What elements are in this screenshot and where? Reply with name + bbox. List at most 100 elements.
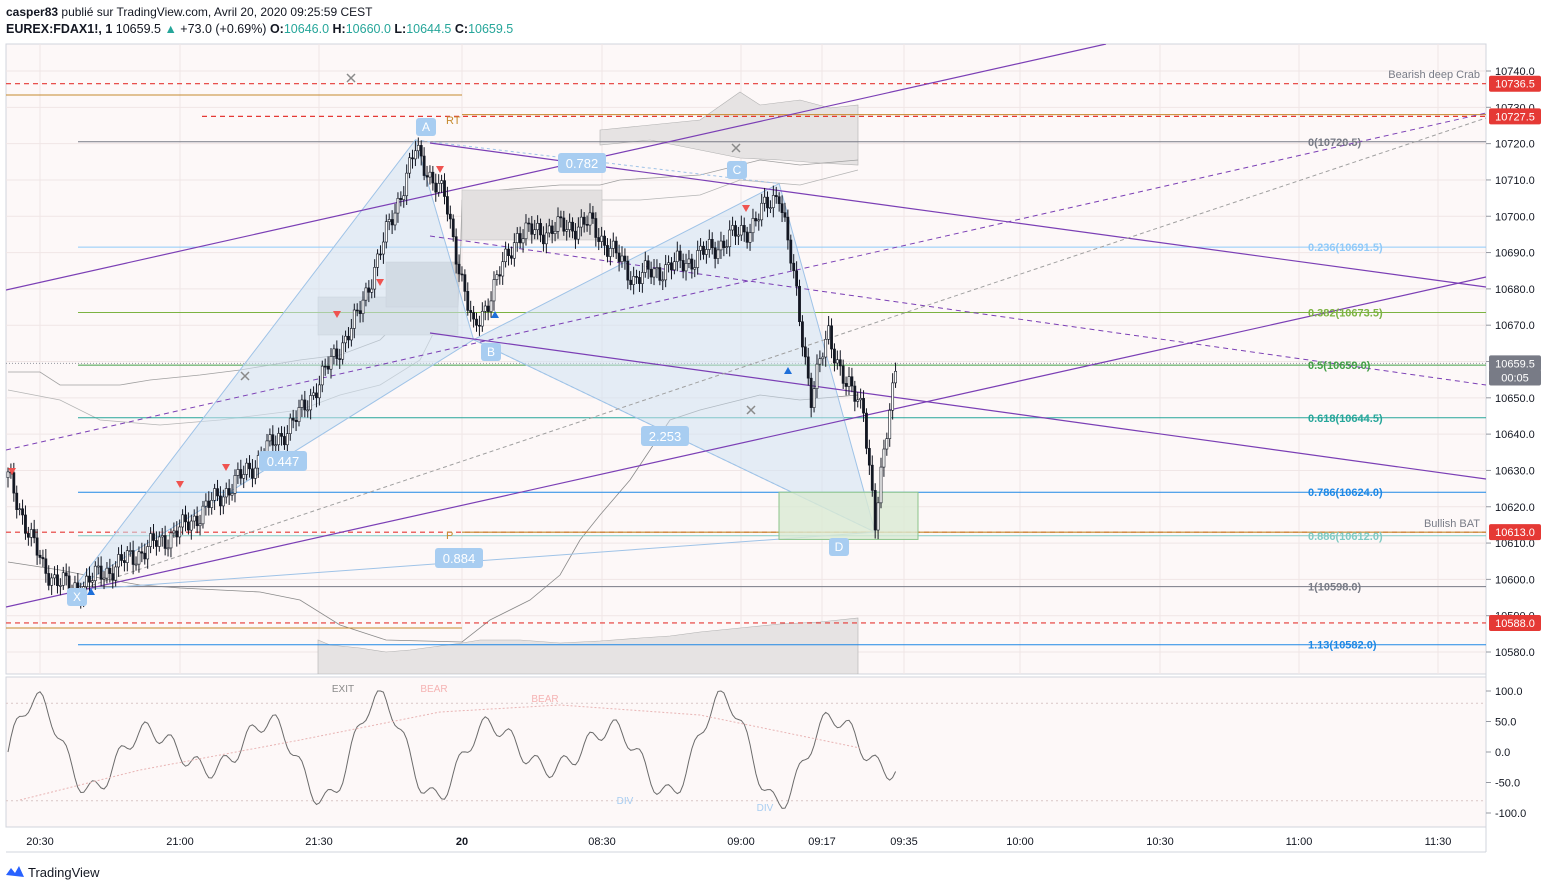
candle-body xyxy=(41,557,45,560)
axes: 10740.010730.010720.010710.010700.010690… xyxy=(26,66,1541,848)
sell-signal-marker xyxy=(222,464,230,471)
harmonic-point-badge xyxy=(416,118,436,136)
close-label: C: xyxy=(454,22,469,36)
candle-body xyxy=(891,382,895,411)
candle-body xyxy=(146,546,150,560)
buy-signal-marker xyxy=(491,311,499,318)
candle-body xyxy=(460,273,464,276)
price-axis-badge-label: 10613.0 xyxy=(1495,527,1535,539)
candle-body xyxy=(18,508,22,511)
tradingview-logo[interactable]: TradingView xyxy=(6,865,100,880)
publication-line: casper83 publié sur TradingView.com, Avr… xyxy=(6,5,372,19)
candle-body xyxy=(399,198,403,200)
candle-body xyxy=(806,356,810,379)
candle-body xyxy=(885,438,889,450)
oscillator-pane[interactable] xyxy=(5,676,1487,828)
candle-body xyxy=(748,232,752,243)
candle-body xyxy=(422,155,426,176)
candle-body xyxy=(251,468,254,479)
osc-y-tick-label: 50.0 xyxy=(1495,717,1516,729)
candle-body xyxy=(702,245,705,255)
candle-body xyxy=(230,493,234,496)
ratio-label: 2.253 xyxy=(649,429,682,444)
footer: TradingView xyxy=(0,858,1549,890)
candle-body xyxy=(550,225,554,234)
candle-body xyxy=(53,574,56,579)
candle-body xyxy=(384,221,388,243)
candle-body xyxy=(306,409,310,412)
candle-body xyxy=(364,287,368,301)
price-axis-badge-label: 10727.5 xyxy=(1495,111,1535,123)
harmonic-point-label: X xyxy=(73,590,81,604)
symbol-name[interactable]: EUREX:FDAX1!, 1 xyxy=(6,22,113,36)
dashed-trend-up xyxy=(6,112,1486,451)
candle-body xyxy=(504,248,508,263)
ratio-badge xyxy=(259,451,307,471)
candle-body xyxy=(737,234,740,237)
candle-body xyxy=(312,392,315,396)
candle-body xyxy=(856,399,860,402)
buy-signal-marker xyxy=(87,588,95,595)
y-tick-label: 10630.0 xyxy=(1495,465,1535,477)
y-tick-label: 10610.0 xyxy=(1495,538,1535,550)
volume-profile-bottom xyxy=(317,617,859,674)
candle-body xyxy=(114,566,118,581)
candle-body xyxy=(44,558,48,574)
candle-body xyxy=(530,223,534,235)
candle-body xyxy=(85,575,88,587)
harmonic-point-badge xyxy=(727,161,747,179)
candle-body xyxy=(35,537,39,556)
candle-body xyxy=(521,238,525,244)
grey-dashed-trend xyxy=(77,117,1486,591)
candle-body xyxy=(405,172,409,197)
candle-body xyxy=(131,550,135,565)
candle-body xyxy=(88,575,91,583)
candle-body xyxy=(824,338,828,358)
candle-body xyxy=(358,310,362,314)
candle-body xyxy=(769,207,772,209)
candle-body xyxy=(294,419,298,422)
candle-body xyxy=(594,218,598,238)
candle-body xyxy=(795,270,799,287)
candle-body xyxy=(184,514,187,523)
candle-body xyxy=(859,398,863,401)
candle-body xyxy=(646,260,650,270)
channel-line-2 xyxy=(429,332,1486,480)
candle-body xyxy=(617,252,621,262)
candle-body xyxy=(21,508,24,516)
candle-body xyxy=(734,225,737,237)
x-tick-label: 09:00 xyxy=(727,836,755,848)
candle-body xyxy=(198,523,202,527)
close-value: 10659.5 xyxy=(468,22,514,36)
candle-body xyxy=(576,226,580,240)
candle-body xyxy=(448,213,452,220)
candle-body xyxy=(361,299,365,314)
candle-body xyxy=(763,196,767,204)
harmonic-point-badge xyxy=(481,343,501,361)
fib-label: 0.236(10691.5) xyxy=(1308,242,1383,254)
candle-body xyxy=(719,240,723,251)
cross-marker xyxy=(731,143,741,153)
price-axis-badge-label: 10588.0 xyxy=(1495,618,1535,630)
candle-body xyxy=(303,399,307,411)
oscillator-label: BEAR xyxy=(420,684,447,695)
candle-body xyxy=(245,462,249,475)
candle-body xyxy=(739,225,743,236)
candle-body xyxy=(466,291,470,311)
candle-body xyxy=(867,448,871,466)
cross-marker xyxy=(240,371,250,381)
candle-body xyxy=(381,241,385,255)
candle-body xyxy=(629,279,633,285)
candle-body xyxy=(803,346,807,358)
candle-body xyxy=(370,288,374,293)
candle-body xyxy=(865,412,868,449)
candle-body xyxy=(742,225,746,233)
author-name[interactable]: casper83 xyxy=(6,5,59,19)
candle-body xyxy=(178,526,182,538)
candle-body xyxy=(480,310,484,327)
candle-body xyxy=(416,145,420,152)
candle-body xyxy=(632,276,636,285)
candle-body xyxy=(774,195,778,198)
candle-body xyxy=(349,328,353,341)
